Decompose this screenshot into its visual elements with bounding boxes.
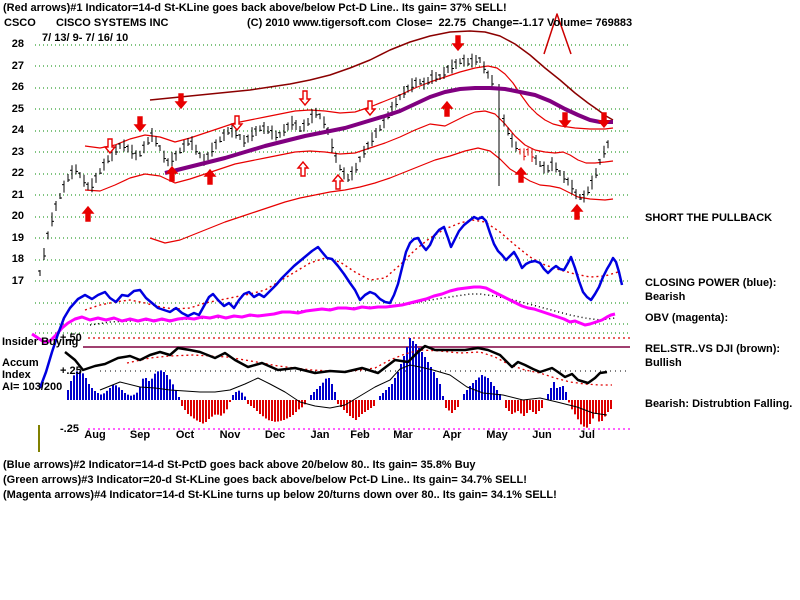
price-tick-label: 20 [11, 210, 24, 222]
month-label: Dec [264, 429, 286, 441]
closing-power-value: Bearish [645, 291, 686, 303]
price-tick-label: 26 [11, 81, 24, 93]
price-tick-label: 28 [11, 38, 24, 50]
accum-note: Bearish: Distrubtion Falling. [645, 398, 793, 410]
ai-value: AI= 103/200 [2, 381, 63, 393]
obv-label: OBV (magenta): [645, 312, 729, 324]
title-bar: (Red arrows)#1 Indicator=14-d St-KLine g… [3, 2, 507, 14]
price-tick-label: 24 [11, 124, 24, 136]
footnote-green-arrows: (Green arrows)#3 Indicator=20-d St-KLine… [3, 474, 527, 486]
accum-label-line2: Index [2, 369, 31, 381]
header-company: CISCO SYSTEMS INC [56, 17, 169, 29]
date-range: 7/ 13/ 9- 7/ 16/ 10 [42, 32, 129, 44]
footnote-blue-arrows: (Blue arrows)#2 Indicator=14-d St-PctD g… [3, 459, 476, 471]
month-label: Oct [175, 429, 195, 441]
month-label: Jul [579, 429, 595, 441]
month-label: May [486, 429, 508, 441]
price-tick-label: 23 [11, 145, 24, 158]
plus25-label: +.25 [60, 365, 82, 377]
month-label: Aug [84, 429, 106, 441]
price-tick-label: 17 [11, 274, 24, 287]
month-label: Nov [219, 429, 241, 441]
price-tick-label: 25 [11, 102, 24, 115]
header-quote: Close= 22.75 Change=-1.17 Volume= 769883 [396, 17, 633, 29]
rel-str-label: REL.STR..VS DJI (brown): [645, 343, 781, 355]
header-symbol: CSCO [4, 17, 36, 29]
minus25-label: -.25 [60, 423, 79, 435]
signal-text: SHORT THE PULLBACK [645, 212, 773, 224]
closing-power-label: CLOSING POWER (blue): [645, 277, 777, 289]
month-label: Apr [442, 429, 462, 441]
footnote-magenta-arrows: (Magenta arrows)#4 Indicator=14-d St-KLi… [3, 489, 557, 501]
month-label: Feb [350, 429, 370, 441]
price-tick-label: 19 [11, 231, 24, 244]
price-tick-label: 21 [11, 188, 24, 201]
plus50-label: +.50 [60, 332, 82, 344]
price-tick-label: 27 [11, 59, 24, 72]
rel-str-value: Bullish [645, 357, 682, 369]
price-tick-label: 22 [11, 167, 24, 179]
month-label: Jun [532, 429, 552, 441]
insider-buying-label: Insider Buying [2, 336, 79, 348]
price-tick-label: 18 [11, 253, 24, 265]
accum-label-line1: Accum [2, 357, 39, 369]
month-label: Jan [310, 429, 330, 441]
month-label: Sep [129, 429, 151, 441]
header-copyright: (C) 2010 www.tigersoft.com [247, 17, 391, 29]
month-label: Mar [393, 429, 413, 441]
